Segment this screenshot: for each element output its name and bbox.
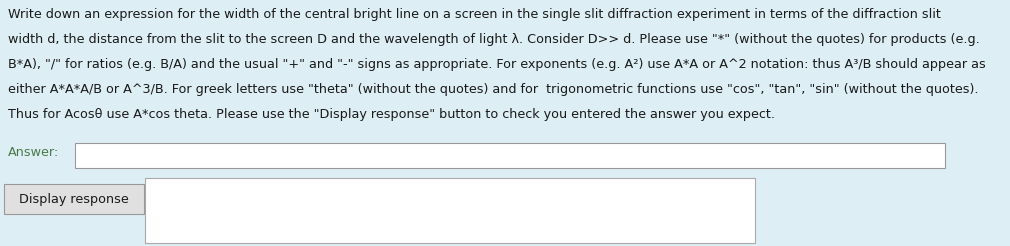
FancyBboxPatch shape: [145, 178, 755, 243]
Text: Thus for Acosθ use A*cos theta. Please use the "Display response" button to chec: Thus for Acosθ use A*cos theta. Please u…: [8, 108, 775, 121]
Text: either A*A*A/B or A^3/B. For greek letters use "theta" (without the quotes) and : either A*A*A/B or A^3/B. For greek lette…: [8, 83, 979, 96]
Text: B*A), "/" for ratios (e.g. B/A) and the usual "+" and "-" signs as appropriate. : B*A), "/" for ratios (e.g. B/A) and the …: [8, 58, 986, 71]
Text: Write down an expression for the width of the central bright line on a screen in: Write down an expression for the width o…: [8, 8, 941, 21]
FancyBboxPatch shape: [4, 184, 144, 214]
Text: Display response: Display response: [19, 193, 129, 205]
Text: width d, the distance from the slit to the screen D and the wavelength of light : width d, the distance from the slit to t…: [8, 33, 980, 46]
Text: Answer:: Answer:: [8, 145, 60, 158]
FancyBboxPatch shape: [75, 143, 945, 168]
